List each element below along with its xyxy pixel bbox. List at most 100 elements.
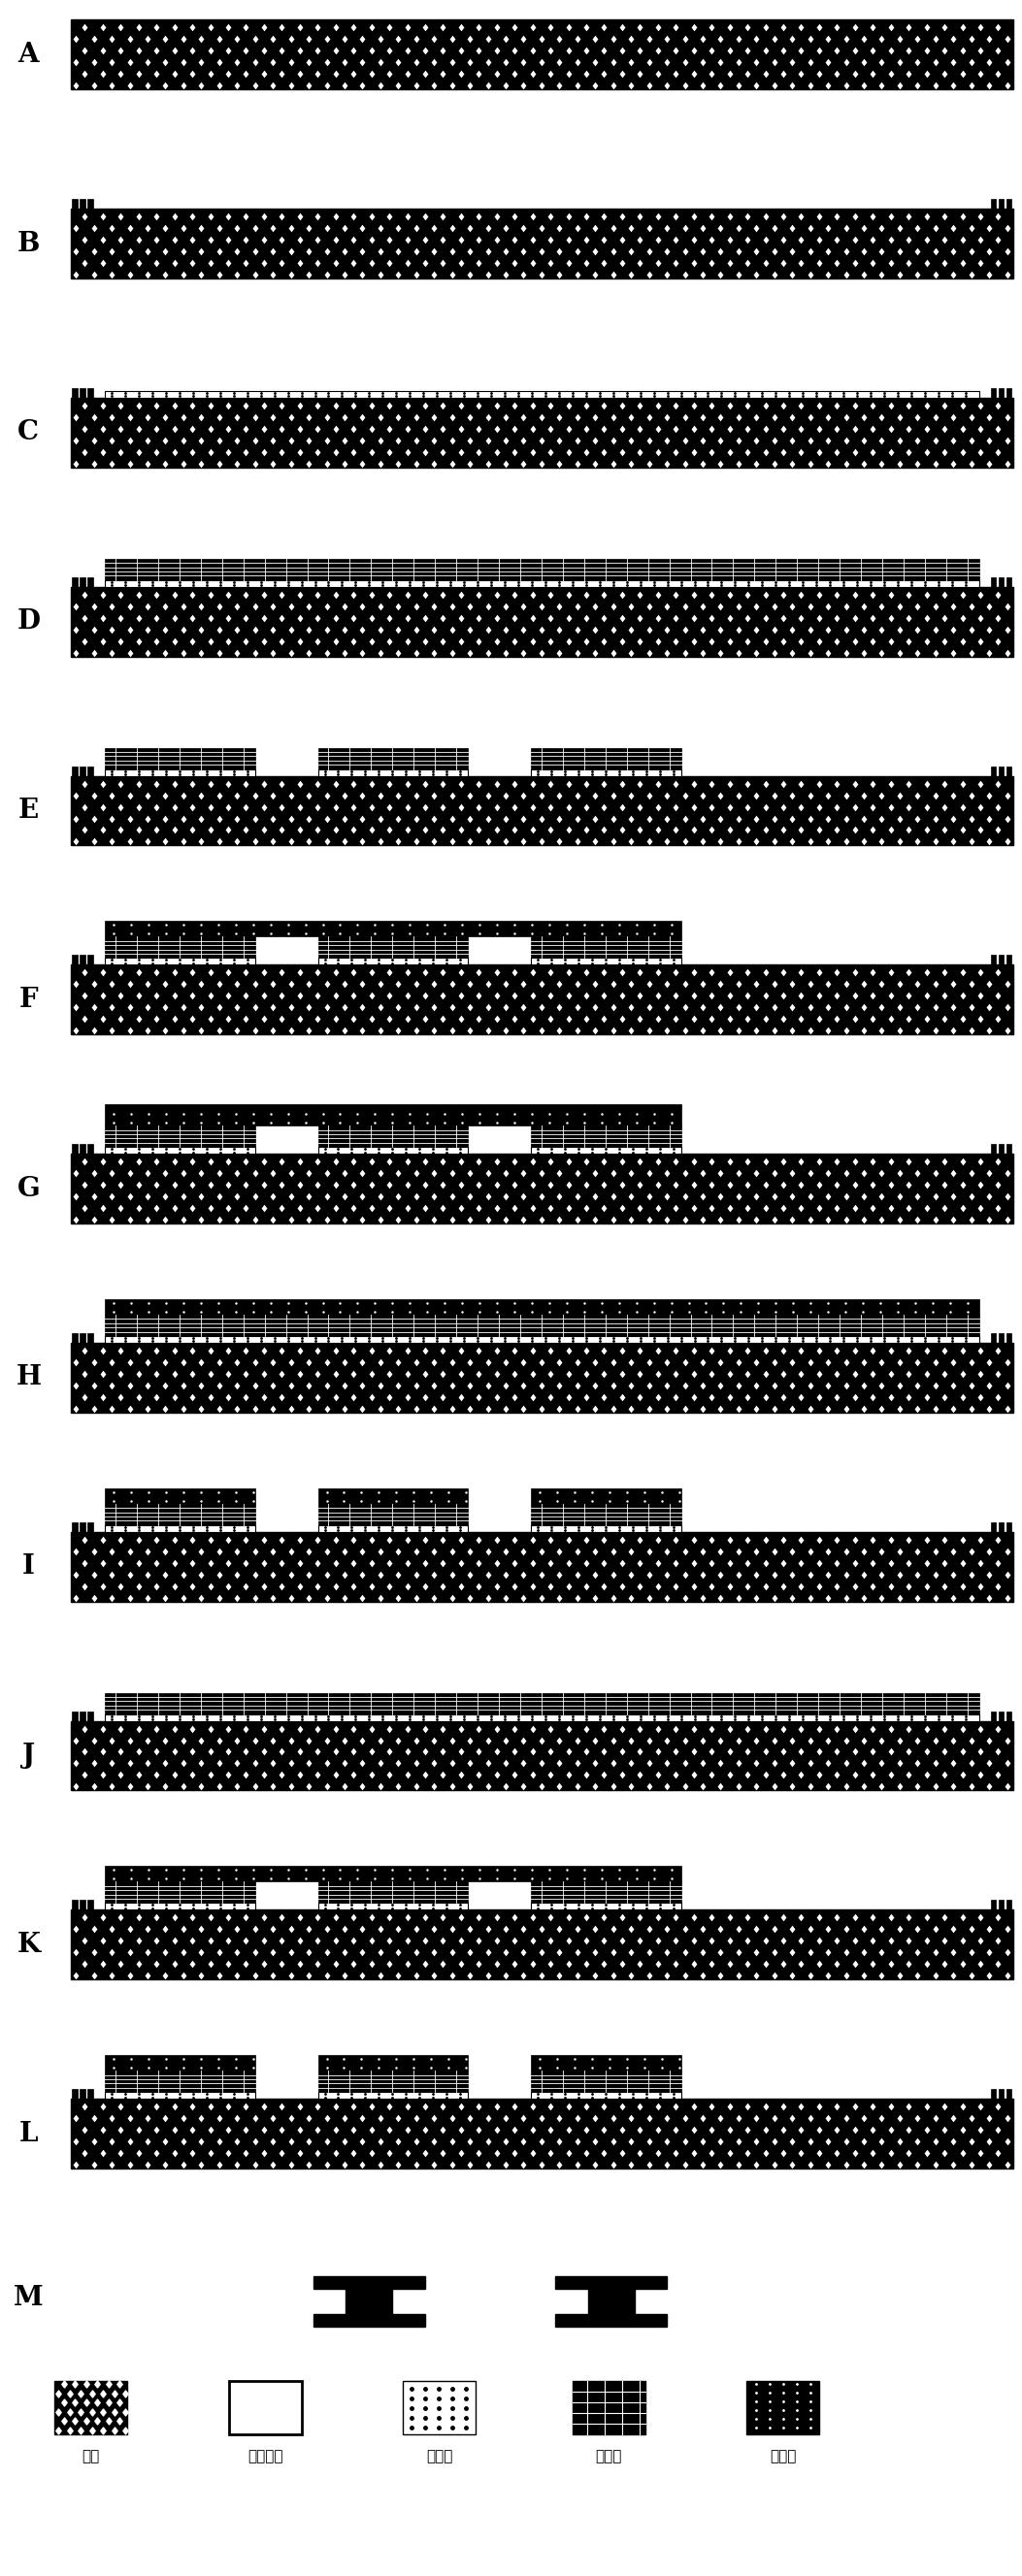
Text: 结构层: 结构层: [770, 2450, 796, 2463]
Bar: [318, 2092, 468, 2099]
Bar: [530, 1146, 681, 1154]
Bar: [1007, 956, 1012, 966]
Text: K: K: [16, 1932, 40, 1958]
Bar: [105, 1298, 979, 1314]
Bar: [72, 1909, 1013, 1978]
Bar: [105, 1337, 979, 1342]
Bar: [88, 1332, 93, 1342]
Bar: [229, 2380, 301, 2434]
Text: J: J: [22, 1741, 35, 1770]
Bar: [998, 1144, 1004, 1154]
Bar: [318, 2071, 468, 2092]
Bar: [530, 2071, 681, 2092]
Bar: [991, 198, 996, 209]
Bar: [318, 1489, 468, 1504]
Bar: [88, 577, 93, 587]
Bar: [530, 747, 681, 770]
Bar: [556, 2277, 666, 2287]
Bar: [105, 1146, 254, 1154]
Text: F: F: [19, 987, 38, 1012]
Bar: [1007, 198, 1012, 209]
Bar: [72, 587, 1013, 657]
Text: 基片: 基片: [82, 2450, 100, 2463]
Text: H: H: [15, 1365, 41, 1391]
Bar: [88, 389, 93, 397]
Bar: [1007, 389, 1012, 397]
Text: A: A: [18, 41, 39, 67]
Bar: [747, 2380, 820, 2434]
Bar: [105, 770, 254, 775]
Bar: [530, 1525, 681, 1533]
Bar: [73, 1332, 78, 1342]
Bar: [80, 1901, 85, 1909]
Bar: [73, 1710, 78, 1721]
Bar: [318, 1504, 468, 1525]
Bar: [54, 2380, 127, 2434]
Bar: [73, 1144, 78, 1154]
Bar: [105, 1525, 254, 1533]
Bar: [105, 559, 979, 580]
Bar: [105, 958, 254, 966]
Bar: [318, 1146, 468, 1154]
Bar: [318, 1904, 468, 1909]
Bar: [88, 1901, 93, 1909]
Bar: [80, 2089, 85, 2099]
Bar: [530, 770, 681, 775]
Bar: [105, 2092, 254, 2099]
Bar: [73, 2089, 78, 2099]
Bar: [88, 1144, 93, 1154]
Bar: [88, 1710, 93, 1721]
Bar: [80, 389, 85, 397]
Bar: [991, 1332, 996, 1342]
Bar: [1007, 1710, 1012, 1721]
Bar: [530, 1904, 681, 1909]
Bar: [105, 1880, 254, 1904]
Bar: [318, 1880, 468, 1904]
Bar: [1007, 1144, 1012, 1154]
Text: D: D: [16, 608, 40, 634]
Bar: [72, 2099, 1013, 2169]
Bar: [72, 775, 1013, 845]
Bar: [530, 2092, 681, 2099]
Bar: [72, 209, 1013, 278]
Bar: [1007, 577, 1012, 587]
Bar: [105, 747, 254, 770]
Bar: [73, 765, 78, 775]
Bar: [1007, 1332, 1012, 1342]
Bar: [991, 765, 996, 775]
Bar: [530, 938, 681, 958]
Bar: [318, 770, 468, 775]
Bar: [318, 1525, 468, 1533]
Bar: [80, 1710, 85, 1721]
Bar: [88, 1522, 93, 1533]
Text: 种子层: 种子层: [426, 2450, 453, 2463]
Text: L: L: [19, 2120, 38, 2146]
Bar: [72, 1154, 1013, 1224]
Bar: [318, 958, 468, 966]
Bar: [318, 938, 468, 958]
Bar: [105, 1504, 254, 1525]
Bar: [991, 1522, 996, 1533]
Bar: [105, 1126, 254, 1146]
Bar: [346, 2287, 392, 2313]
Bar: [105, 922, 681, 938]
Bar: [88, 198, 93, 209]
Bar: [105, 1865, 681, 1880]
Text: I: I: [22, 1553, 35, 1579]
Bar: [1007, 765, 1012, 775]
Bar: [105, 1489, 254, 1504]
Text: C: C: [17, 420, 39, 446]
Bar: [105, 2056, 254, 2071]
Bar: [991, 1144, 996, 1154]
Bar: [991, 956, 996, 966]
Bar: [105, 392, 979, 397]
Bar: [73, 198, 78, 209]
Text: M: M: [13, 2285, 43, 2311]
Bar: [556, 2313, 666, 2326]
Bar: [530, 2056, 681, 2071]
Bar: [998, 389, 1004, 397]
Bar: [314, 2277, 425, 2287]
Bar: [80, 577, 85, 587]
Bar: [72, 397, 1013, 469]
Bar: [588, 2287, 635, 2313]
